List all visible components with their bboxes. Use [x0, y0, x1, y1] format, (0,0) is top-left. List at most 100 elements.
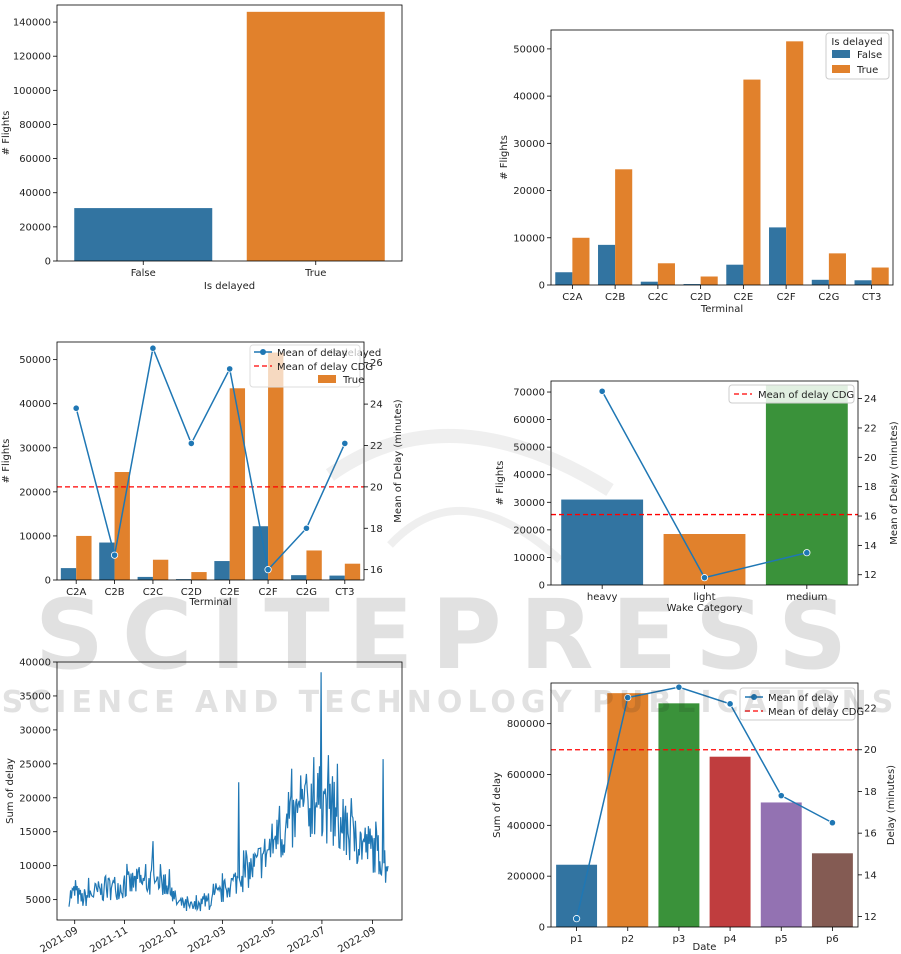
c3-bar-true-ct3: [344, 563, 361, 580]
c3-ytick-label: 0: [45, 576, 51, 587]
c2-bar-false-c2c: [640, 281, 658, 285]
c3-y2tick-label: 20: [370, 482, 383, 493]
c3-xlabel: Terminal: [188, 597, 231, 608]
c4-legend-box: [728, 384, 855, 404]
c6-ylabel: Sum of delay: [492, 772, 503, 838]
c3-line-point: [226, 365, 234, 373]
c4-line-point: [598, 387, 606, 395]
c6-ytick-label: 200000: [507, 872, 545, 883]
chart-terminal-count: 0 10000 20000 30000 40000 50000 C2A C2B C2C C2D C2…: [499, 29, 894, 315]
c2-legend-label: False: [857, 50, 882, 61]
c2-bar-true-ct3: [871, 267, 889, 285]
c2-xtick-label: C2G: [818, 292, 839, 303]
c3-xtick-label: CT3: [335, 587, 354, 598]
c1-bar-true: [246, 11, 385, 262]
c6-ytick-label: 0: [539, 923, 545, 934]
c4-xtick-label: light: [693, 592, 715, 603]
watermark-arc: [325, 428, 614, 496]
c1-ytick-label: 100000: [13, 86, 51, 97]
c3-line-point: [341, 439, 349, 448]
c4-y2tick-label: 16: [864, 512, 877, 523]
c2-xtick-label: C2C: [648, 292, 668, 303]
c5-xtick-label: 2021-11: [88, 925, 130, 954]
c3-bar-false-c2a: [60, 568, 77, 580]
c3-bar-true-c2e: [229, 388, 246, 580]
c3-y2label: Mean of Delay (minutes): [393, 399, 404, 522]
c1-ytick-label: 40000: [19, 188, 51, 199]
c2-ytick-label: 0: [539, 281, 545, 292]
c1-bar-false: [74, 208, 213, 261]
c6-line-point: [777, 792, 785, 800]
c4-frame: [550, 380, 859, 586]
chart-period-delay: 0 200000 400000 600000 800000 12 14 16 18 20 22 p1 p…: [492, 682, 897, 953]
c2-bar-true-c2g: [828, 253, 846, 285]
c3-bar-true-c2d: [191, 572, 207, 580]
c2-xtick-label: C2B: [605, 292, 625, 303]
c6-legend-label: Mean of delay: [768, 693, 839, 704]
c6-frame: [550, 682, 859, 928]
c3-y2tick-label: 24: [370, 400, 383, 411]
c3-bar-true-c2c: [152, 559, 169, 580]
c6-legend-marker: [751, 694, 757, 700]
c3-bar-true-c2a: [76, 535, 92, 580]
c4-line-point: [803, 549, 811, 557]
c1-ytick-label: 60000: [19, 154, 51, 165]
c3-xtick-label: C2E: [220, 587, 240, 598]
c4-y2tick-label: 18: [864, 482, 877, 493]
c4-ytick-label: 10000: [513, 553, 545, 564]
c4-y2label: Mean of Delay (minutes): [889, 421, 900, 544]
c5-ytick-label: 10000: [19, 861, 51, 872]
c2-legend-title: Is delayed: [831, 37, 882, 48]
c6-y2tick-label: 16: [864, 829, 877, 840]
c6-y2tick-label: 22: [864, 704, 877, 715]
c4-bar-heavy: [561, 499, 644, 585]
c2-bar-false-c2a: [555, 272, 573, 285]
c4-y2tick-label: 12: [864, 570, 877, 581]
c3-xtick-label: C2C: [143, 587, 163, 598]
c2-bar-false-c2b: [598, 244, 616, 285]
c6-line-point: [726, 700, 734, 708]
c6-line-point: [572, 915, 581, 923]
c5-xtick-label: 2022-01: [138, 925, 180, 954]
c2-xtick-label: C2D: [690, 292, 711, 303]
c1-xtick-label: False: [131, 268, 156, 279]
c3-bar-false-c2d: [175, 579, 192, 580]
c5-ytick-label: 5000: [26, 895, 51, 906]
c3-bar-false-c2f: [252, 526, 269, 580]
c3-legend-label: Mean of delay CDG: [277, 362, 373, 373]
c4-ytick-label: 40000: [513, 470, 545, 481]
c2-ytick-label: 40000: [513, 92, 545, 103]
c3-bar-false-c2c: [137, 576, 153, 580]
c5-ytick-label: 25000: [19, 759, 51, 770]
c6-line-point: [828, 819, 837, 827]
c2-bar-true-c2b: [615, 169, 633, 285]
c6-ytick-label: 600000: [507, 770, 545, 781]
c6-xtick-label: p2: [621, 934, 634, 945]
c1-xtick-label: True: [304, 268, 326, 279]
c4-legend-label: Mean of delay CDG: [758, 390, 854, 401]
c4-xlabel: Wake Category: [667, 603, 743, 614]
c2-bar-true-c2f: [786, 41, 804, 286]
c6-legend-label: Mean of delay CDG: [768, 707, 864, 718]
c6-bar-p4: [709, 756, 751, 927]
c2-legend: Is delayed False True: [825, 32, 890, 80]
c2-ylabel: # Flights: [499, 135, 510, 180]
c6-line-point: [624, 693, 632, 702]
c3-y2tick-label: 22: [370, 441, 383, 452]
c6-bar-p5: [760, 802, 802, 927]
c6-bar-p2: [607, 693, 649, 927]
c3-ytick-label: 50000: [19, 355, 51, 366]
c3-xtick-label: C2B: [104, 587, 124, 598]
c6-xtick-label: p4: [724, 934, 737, 945]
c2-xtick-label: C2F: [777, 292, 796, 303]
c2-frame: [550, 29, 894, 286]
c4-ytick-label: 70000: [513, 388, 545, 399]
c3-frame: [56, 341, 365, 581]
c3-line-point: [110, 551, 119, 559]
c3-y2tick-label: 18: [370, 524, 383, 535]
c3-line-point: [72, 404, 80, 412]
c2-bar-false-c2d: [683, 284, 701, 285]
c3-bar-true-c2f: [268, 352, 284, 580]
c5-ytick-label: 40000: [19, 658, 51, 669]
c2-bar-true-c2a: [572, 237, 590, 285]
